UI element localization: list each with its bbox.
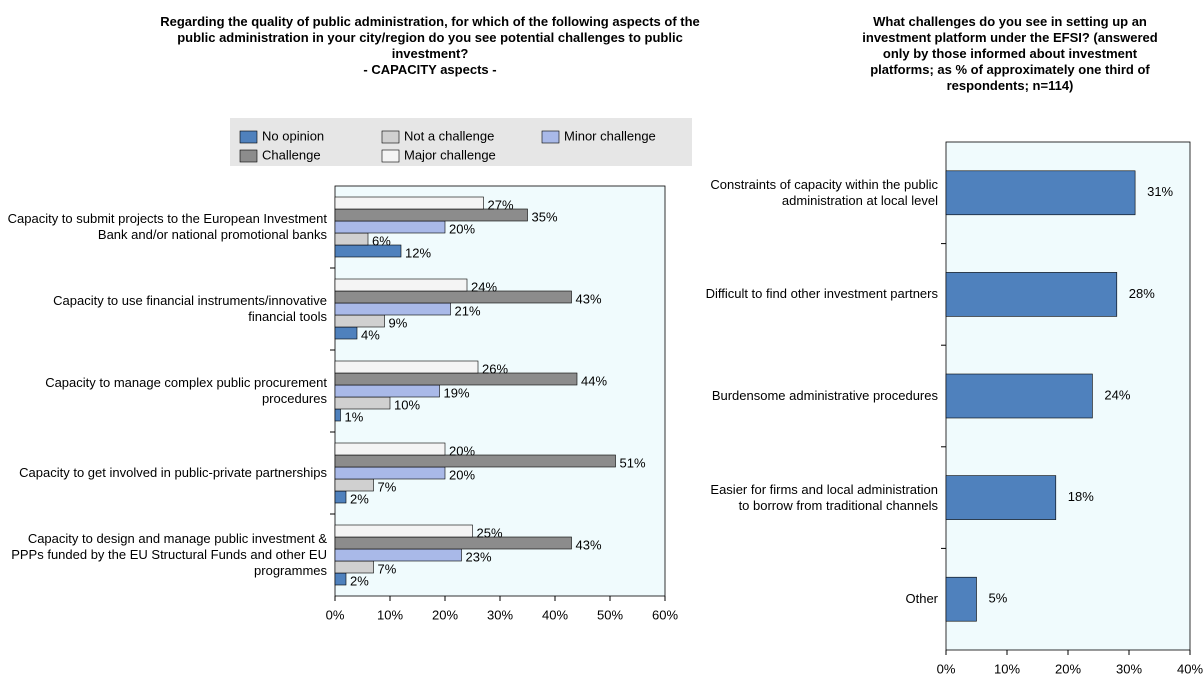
x-tick-label: 0% [326,607,345,622]
bar [334,442,446,456]
value-label: 43% [576,291,602,306]
legend-label: Major challenge [404,147,496,162]
category-label: Easier for firms and local administratio… [710,481,938,513]
x-tick-label: 40% [1177,661,1203,676]
x-tick-label: 30% [487,607,513,622]
value-label: 21% [455,303,481,318]
x-tick-label: 60% [652,607,678,622]
value-label: 35% [532,209,558,224]
subtitle-text: - CAPACITY aspects - [363,62,497,77]
value-label: 4% [361,327,380,342]
x-tick-label: 10% [377,607,403,622]
value-label: 26% [482,361,508,376]
category-label: Other [905,591,938,607]
legend-box [230,118,692,166]
category-label: Capacity to get involved in public-priva… [19,465,327,480]
bar [334,220,446,234]
value-label: 18% [1068,489,1094,504]
bar [945,576,977,622]
value-label: 2% [350,491,369,506]
value-label: 23% [466,549,492,564]
category-label: Capacity to manage complex public procur… [45,375,327,406]
x-tick-label: 50% [597,607,623,622]
bar [334,396,391,410]
bar [334,360,479,374]
bar [334,290,572,304]
value-label: 7% [378,479,397,494]
value-label: 7% [378,561,397,576]
category-label: Difficult to find other investment partn… [705,286,938,302]
chart-title: Regarding the quality of public administ… [150,14,710,78]
bar [334,408,341,422]
bar [945,475,1057,520]
bar [334,478,374,492]
value-label: 43% [576,537,602,552]
bar [334,302,451,316]
bar [334,244,402,258]
legend-swatch [239,130,258,144]
legend-swatch [239,149,258,163]
value-label: 24% [1104,387,1130,402]
category-label: Capacity to design and manage public inv… [11,531,327,578]
category-label: Capacity to submit projects to the Europ… [7,211,327,242]
value-label: 12% [405,245,431,260]
value-label: 19% [444,385,470,400]
bar [945,373,1093,419]
legend-label: Challenge [262,147,321,162]
bar [945,170,1136,216]
value-label: 1% [345,409,364,424]
legend-label: No opinion [262,128,324,143]
bar [334,560,374,574]
legend-swatch [381,149,400,163]
value-label: 20% [449,443,475,458]
legend-label: Minor challenge [564,128,656,143]
chart-title: What challenges do you see in setting up… [862,14,1158,93]
bar [334,524,473,538]
bar [334,232,369,246]
bar [334,454,616,468]
legend-label: Not a challenge [404,128,494,143]
bar [334,278,468,292]
value-label: 44% [581,373,607,388]
bar [945,272,1118,317]
value-label: 25% [477,525,503,540]
value-label: 6% [372,233,391,248]
bar [334,572,347,586]
value-label: 9% [389,315,408,330]
x-tick-label: 20% [1055,661,1081,676]
bar [334,490,347,504]
legend-swatch [381,130,400,144]
legend-swatch [541,130,560,144]
title-text: Regarding the quality of public administ… [160,14,700,61]
bar [334,372,578,386]
value-label: 5% [989,591,1008,606]
value-label: 10% [394,397,420,412]
value-label: 20% [449,467,475,482]
value-label: 27% [488,197,514,212]
value-label: 2% [350,573,369,588]
value-label: 28% [1129,286,1155,301]
bar [334,548,462,562]
bar [334,326,358,340]
category-label: Capacity to use financial instruments/in… [53,293,327,324]
bar [334,536,572,550]
category-label: Constraints of capacity within the publi… [710,176,938,208]
bar [334,196,484,210]
value-label: 31% [1147,184,1173,199]
x-tick-label: 0% [937,661,956,676]
value-label: 24% [471,279,497,294]
x-tick-label: 20% [432,607,458,622]
value-label: 20% [449,221,475,236]
category-label: Burdensome administrative procedures [711,387,938,403]
bar [334,314,385,328]
bar [334,466,446,480]
x-tick-label: 10% [994,661,1020,676]
x-tick-label: 40% [542,607,568,622]
bar [334,384,440,398]
value-label: 51% [620,455,646,470]
x-tick-label: 30% [1116,661,1142,676]
